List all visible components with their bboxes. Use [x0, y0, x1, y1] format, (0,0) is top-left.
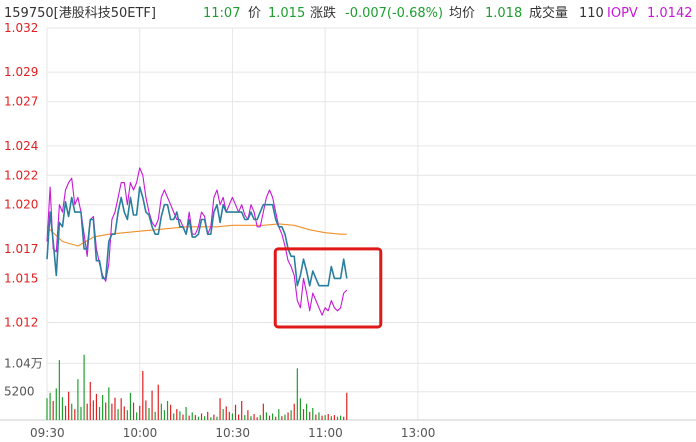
- volume-bars: [46, 354, 348, 420]
- price-value: 1.015: [268, 6, 306, 21]
- quote-time: 11:07: [203, 6, 241, 21]
- time-tick-label: 10:00: [123, 426, 158, 440]
- iopv-label: IOPV: [607, 6, 638, 21]
- time-tick-label: 09:30: [30, 426, 65, 440]
- price-tick-label: 1.024: [4, 139, 38, 153]
- price-tick-label: 1.029: [4, 65, 38, 79]
- highlight-box: [273, 247, 383, 329]
- quote-header: 159750[港股科技50ETF] 11:07 价 1.015 涨跌 -0.00…: [0, 0, 696, 28]
- price-tick-label: 1.032: [4, 21, 38, 35]
- time-tick-label: 10:30: [215, 426, 250, 440]
- price-tick-label: 1.020: [4, 198, 38, 212]
- price-label: 价: [248, 6, 262, 21]
- volume-value: 110: [579, 6, 604, 21]
- iopv-value: 1.0142: [647, 6, 693, 21]
- iopv-line: [46, 167, 348, 316]
- price-lines: [46, 167, 348, 316]
- time-tick-label: 11:00: [308, 426, 343, 440]
- price-tick-label: 1.015: [4, 271, 38, 285]
- volume-tick-label: 1.04万: [4, 356, 43, 370]
- volume-tick-label: 5200: [4, 385, 35, 399]
- avg-price-label: 均价: [449, 6, 476, 21]
- time-tick-label: 13:00: [401, 426, 436, 440]
- change-label: 涨跌: [310, 6, 337, 21]
- price-tick-label: 1.017: [4, 242, 38, 256]
- fund-code-name: 159750[港股科技50ETF]: [4, 6, 156, 21]
- volume-axis-labels: 1.04万 5200: [4, 356, 43, 398]
- avg-price-line: [46, 223, 347, 247]
- price-tick-label: 1.012: [4, 316, 38, 330]
- price-tick-label: 1.022: [4, 168, 38, 182]
- price-tick-label: 1.027: [4, 95, 38, 109]
- time-axis-labels: 09:30 10:00 10:30 11:00 13:00: [30, 426, 435, 440]
- avg-price-value: 1.018: [485, 6, 523, 21]
- volume-label: 成交量: [529, 6, 569, 21]
- chart-grid: [0, 27, 696, 421]
- price-axis-labels: 1.032 1.029 1.027 1.024 1.022 1.020 1.017 1.015…: [4, 21, 38, 330]
- change-value: -0.007(-0.68%): [345, 6, 444, 21]
- highlight-box-group: [273, 247, 383, 329]
- price-line: [46, 186, 348, 287]
